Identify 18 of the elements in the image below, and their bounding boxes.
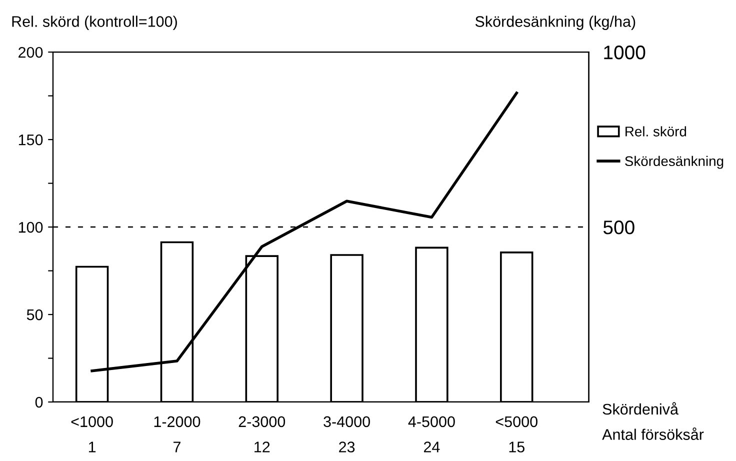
y2-tick-label: 1000 — [604, 46, 646, 60]
y-tick-label: 50 — [26, 309, 43, 320]
x-tick-label: <5000 15 — [496, 416, 538, 452]
y-tick-label: 100 — [18, 222, 43, 233]
x-tick-label: <1000 1 — [71, 416, 113, 452]
y-tick-label: 200 — [18, 46, 43, 58]
x-axis-title: Skördenivå Antal försöksår — [602, 402, 704, 440]
legend-label: Rel. skörd — [626, 126, 686, 136]
y2-tick-label: 500 — [603, 220, 634, 234]
y-axis-title: Rel. skörd (kontroll=100) — [12, 16, 177, 30]
x-tick-label: 2-3000 12 — [238, 416, 286, 452]
y-tick-label: 150 — [18, 134, 43, 146]
y-tick-label: 0 — [35, 396, 43, 408]
x-tick-label: 4-5000 24 — [408, 416, 455, 452]
x-tick-label: 3-4000 23 — [324, 416, 370, 452]
x-tick-label: 1-2000 7 — [154, 416, 200, 452]
legend-label: Skördesänkning — [625, 156, 724, 169]
y2-axis-title: Skördesänkning (kg/ha) — [475, 16, 636, 30]
